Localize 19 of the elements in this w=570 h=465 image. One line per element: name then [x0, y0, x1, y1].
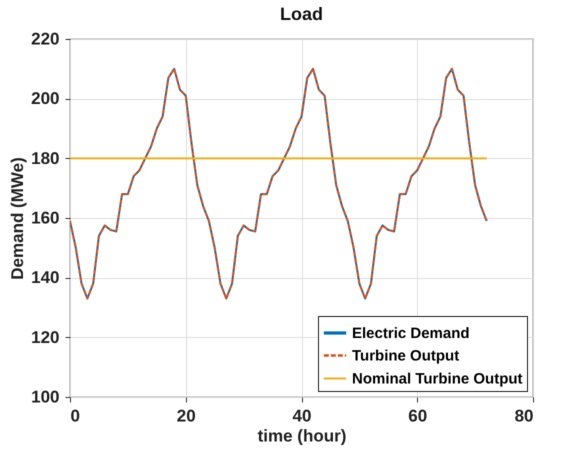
y-tick-label: 220 [31, 30, 60, 48]
x-tick-label: 40 [292, 406, 312, 426]
legend-label: Nominal Turbine Output [352, 370, 523, 388]
line-series [70, 68, 488, 300]
y-axis-title: Demand (MWe) [8, 157, 28, 280]
chart-title: Load [280, 4, 323, 24]
x-tick-label: 0 [70, 406, 80, 426]
y-tick-label: 140 [31, 268, 60, 288]
legend-label: Electric Demand [352, 325, 470, 342]
y-tick-label: 180 [31, 148, 60, 168]
y-tick-label: 200 [31, 89, 60, 108]
x-axis-title: time (hour) [258, 426, 346, 446]
y-tick-label: 120 [31, 328, 60, 347]
x-tick-label: 20 [176, 406, 196, 426]
x-tick-label: 60 [408, 406, 428, 426]
legend-label: Turbine Output [352, 348, 460, 364]
y-tick-label: 160 [31, 208, 60, 228]
x-tick-label: 80 [514, 406, 534, 426]
y-tick-label: 100 [31, 388, 60, 406]
